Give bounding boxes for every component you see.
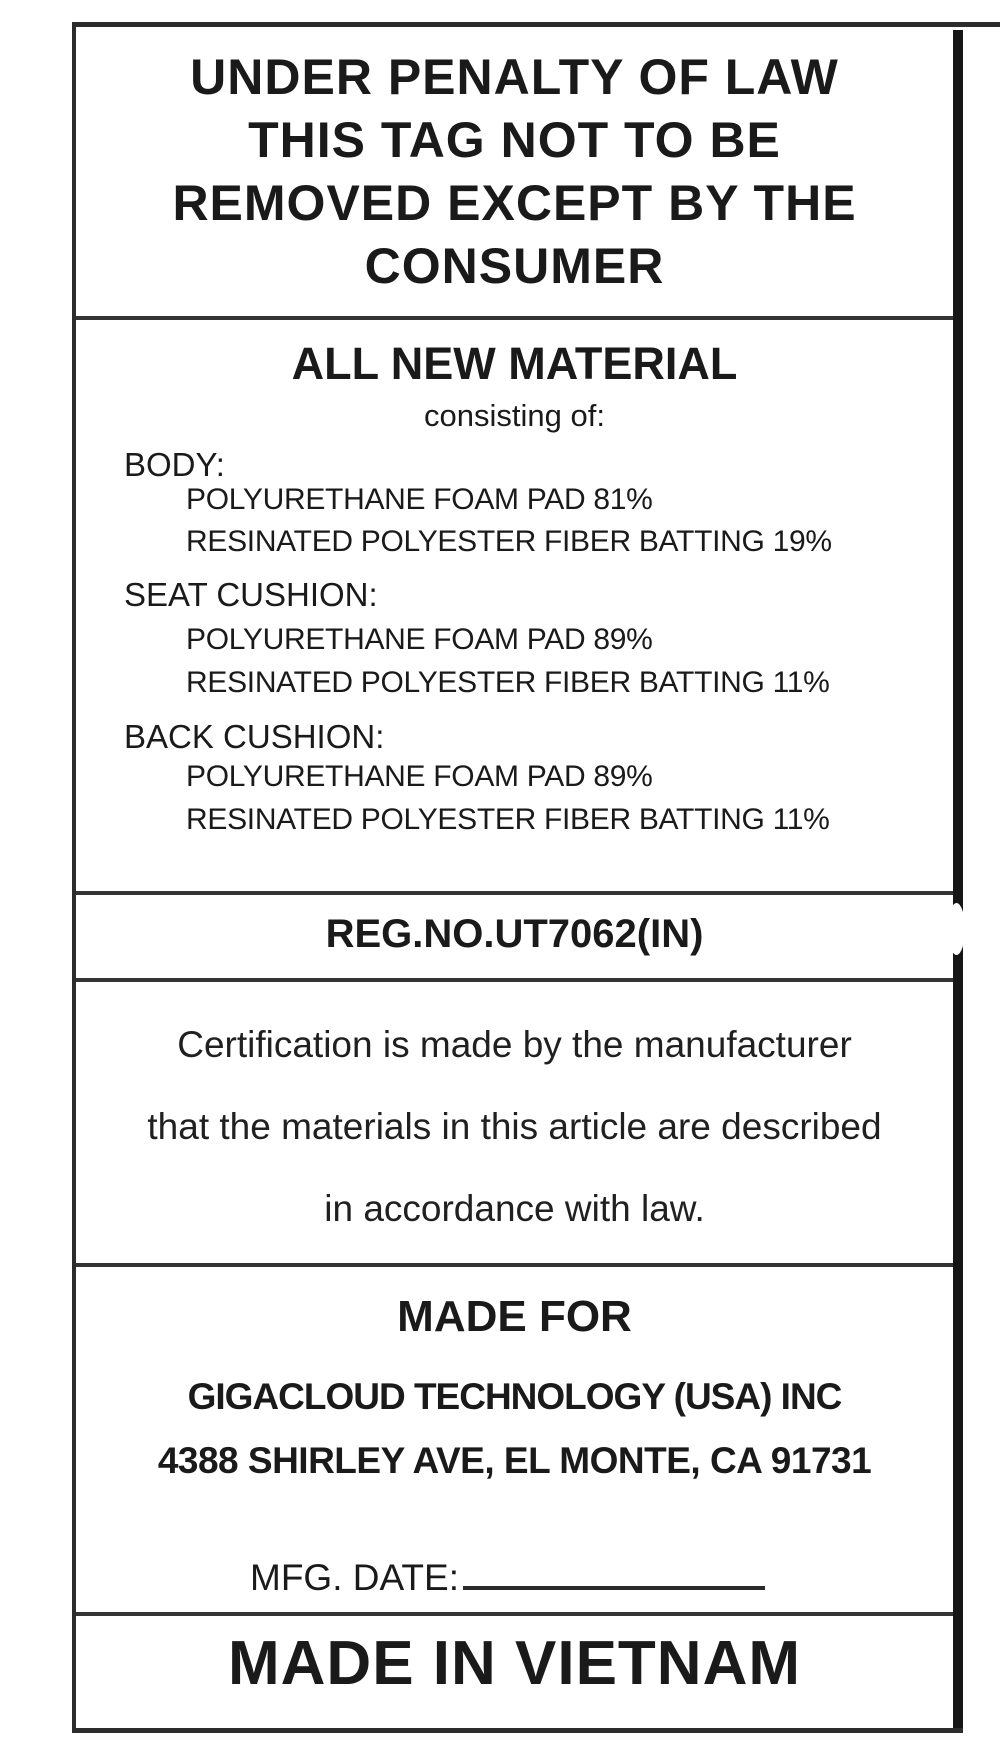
label-left-border xyxy=(72,22,76,1733)
right-edge-notch xyxy=(948,903,965,955)
certification-statement: Certification is made by the manufacture… xyxy=(76,1004,953,1250)
material-component: POLYURETHANE FOAM PAD 89% xyxy=(186,623,653,656)
made-for-heading: MADE FOR xyxy=(397,1292,632,1341)
material-group-back-cushion: BACK CUSHION: xyxy=(124,718,385,755)
company-address: 4388 SHIRLEY AVE, EL MONTE, CA 91731 xyxy=(157,1440,872,1481)
penalty-line: THIS TAG NOT TO BE xyxy=(248,112,781,168)
material-group-seat-cushion: SEAT CUSHION: xyxy=(124,576,378,613)
certification-line: Certification is made by the manufacture… xyxy=(177,1024,852,1065)
material-component: RESINATED POLYESTER FIBER BATTING 11% xyxy=(186,666,830,699)
material-component: RESINATED POLYESTER FIBER BATTING 19% xyxy=(186,525,832,558)
material-component: RESINATED POLYESTER FIBER BATTING 11% xyxy=(186,803,830,836)
label-top-border xyxy=(72,22,1000,27)
mfg-date-blank xyxy=(462,1548,765,1590)
section-divider xyxy=(76,978,953,982)
material-component: POLYURETHANE FOAM PAD 89% xyxy=(186,760,653,793)
country-of-origin: MADE IN VIETNAM xyxy=(228,1629,801,1698)
penalty-warning-header: UNDER PENALTY OF LAW THIS TAG NOT TO BE … xyxy=(76,46,953,298)
material-component: POLYURETHANE FOAM PAD 81% xyxy=(186,483,653,516)
mfg-date-row: MFG. DATE: xyxy=(250,1548,765,1599)
certification-line: that the materials in this article are d… xyxy=(147,1106,882,1147)
section-divider xyxy=(76,1263,953,1267)
materials-subtitle: consisting of: xyxy=(424,398,605,433)
company-name: GIGACLOUD TECHNOLOGY (USA) INC xyxy=(187,1376,843,1417)
material-group-body: BODY: xyxy=(124,446,225,483)
penalty-line: REMOVED EXCEPT BY THE xyxy=(172,175,857,231)
section-divider xyxy=(76,316,953,320)
materials-title: ALL NEW MATERIAL xyxy=(291,338,738,389)
penalty-line: UNDER PENALTY OF LAW xyxy=(190,49,839,105)
registration-number: REG.NO.UT7062(IN) xyxy=(325,912,704,956)
penalty-line: CONSUMER xyxy=(364,238,665,294)
label-bottom-border xyxy=(72,1728,963,1733)
mfg-date-label: MFG. DATE: xyxy=(250,1557,459,1598)
label-right-edge-line xyxy=(953,30,963,1728)
section-divider xyxy=(76,891,953,895)
section-divider xyxy=(76,1612,953,1616)
certification-line: in accordance with law. xyxy=(324,1188,705,1229)
